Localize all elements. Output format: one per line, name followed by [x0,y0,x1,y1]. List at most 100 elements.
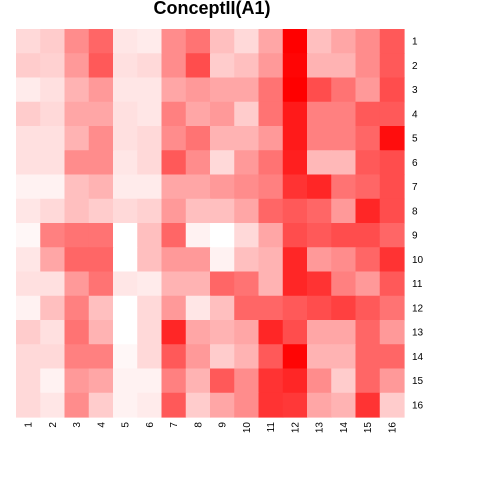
heatmap-cell-r16-c6 [137,392,163,418]
heatmap-cell-r7-c4 [88,174,114,200]
heatmap-cell-r11-c10 [234,271,260,297]
heatmap-cell-r2-c15 [355,53,381,79]
heatmap-cell-r16-c15 [355,392,381,418]
heatmap-cell-r4-c7 [161,101,187,127]
heatmap-cell-r6-c16 [379,150,405,176]
heatmap-cell-r5-c7 [161,126,187,151]
heatmap-cell-r9-c11 [258,223,284,248]
heatmap-cell-r2-c14 [331,53,357,79]
heatmap-cell-r11-c5 [113,271,138,297]
heatmap-cell-r6-c1 [16,150,41,176]
heatmap-cell-r15-c16 [379,368,405,394]
heatmap-cell-r3-c13 [307,77,332,103]
heatmap-cell-r14-c3 [64,344,90,370]
heatmap-cell-r12-c14 [331,295,357,321]
heatmap-cell-r11-c8 [185,271,211,297]
heatmap-cell-r12-c13 [307,295,332,321]
heatmap-cell-r1-c16 [379,29,405,54]
heatmap-cell-r12-c11 [258,295,284,321]
heatmap-cell-r15-c13 [307,368,332,394]
heatmap-cell-r15-c10 [234,368,260,394]
heatmap-cell-r6-c13 [307,150,332,176]
heatmap-cell-r5-c15 [355,126,381,151]
heatmap-cell-r5-c1 [16,126,41,151]
heatmap-cell-r5-c4 [88,126,114,151]
y-tick-label: 15 [412,376,424,387]
heatmap-cell-r13-c8 [185,320,211,345]
heatmap-cell-r14-c10 [234,344,260,370]
x-tick-label: 12 [290,422,301,434]
heatmap-cell-r4-c15 [355,101,381,127]
x-tick-label: 13 [315,422,326,434]
heatmap-cell-r2-c7 [161,53,187,79]
heatmap-cell-r3-c4 [88,77,114,103]
heatmap-cell-r1-c10 [234,29,260,54]
heatmap-cell-r9-c4 [88,223,114,248]
heatmap-cell-r7-c1 [16,174,41,200]
heatmap-cell-r1-c7 [161,29,187,54]
x-tick-label: 4 [96,422,107,428]
heatmap-cell-r9-c1 [16,223,41,248]
heatmap-cell-r12-c1 [16,295,41,321]
heatmap-cell-r6-c11 [258,150,284,176]
heatmap-cell-r16-c5 [113,392,138,418]
heatmap-cell-r8-c1 [16,198,41,224]
heatmap-cell-r13-c9 [210,320,235,345]
heatmap-cell-r10-c10 [234,247,260,273]
x-tick-label: 14 [339,422,350,434]
heatmap-cell-r1-c11 [258,29,284,54]
heatmap-cell-r9-c16 [379,223,405,248]
heatmap-cell-r3-c10 [234,77,260,103]
heatmap-cell-r12-c9 [210,295,235,321]
heatmap-cell-r15-c1 [16,368,41,394]
heatmap-cell-r11-c11 [258,271,284,297]
heatmap-cell-r9-c13 [307,223,332,248]
heatmap-cell-r8-c7 [161,198,187,224]
x-tick-label: 5 [121,422,132,428]
heatmap-cell-r6-c15 [355,150,381,176]
heatmap-cell-r1-c13 [307,29,332,54]
heatmap-cell-r14-c8 [185,344,211,370]
y-tick-label: 2 [412,61,418,72]
heatmap-cell-r2-c11 [258,53,284,79]
heatmap-cell-r8-c16 [379,198,405,224]
heatmap-cell-r10-c9 [210,247,235,273]
heatmap-cell-r1-c3 [64,29,90,54]
heatmap-cell-r3-c1 [16,77,41,103]
heatmap-cell-r5-c3 [64,126,90,151]
heatmap-cell-r9-c12 [282,223,308,248]
heatmap-cell-r13-c2 [40,320,66,345]
heatmap-cell-r13-c16 [379,320,405,345]
heatmap-cell-r11-c12 [282,271,308,297]
heatmap-cell-r15-c15 [355,368,381,394]
heatmap-cell-r11-c16 [379,271,405,297]
y-tick-label: 7 [412,182,418,193]
y-tick-label: 16 [412,400,424,411]
heatmap-cell-r4-c10 [234,101,260,127]
heatmap-cell-r11-c1 [16,271,41,297]
y-tick-label: 8 [412,206,418,217]
heatmap-cell-r6-c12 [282,150,308,176]
heatmap-cell-r3-c9 [210,77,235,103]
heatmap-cell-r13-c13 [307,320,332,345]
heatmap-cell-r5-c11 [258,126,284,151]
heatmap-cell-r16-c7 [161,392,187,418]
heatmap-cell-r5-c6 [137,126,163,151]
heatmap-cell-r9-c7 [161,223,187,248]
heatmap-cell-r2-c2 [40,53,66,79]
heatmap-cell-r4-c5 [113,101,138,127]
heatmap-cell-r15-c7 [161,368,187,394]
y-tick-label: 4 [412,109,418,120]
y-tick-label: 12 [412,303,424,314]
heatmap-cell-r5-c8 [185,126,211,151]
heatmap-cell-r15-c8 [185,368,211,394]
x-tick-label: 3 [72,422,83,428]
heatmap-cell-r1-c4 [88,29,114,54]
heatmap-cell-r2-c12 [282,53,308,79]
heatmap-cell-r5-c10 [234,126,260,151]
heatmap-cell-r10-c4 [88,247,114,273]
heatmap-cell-r10-c1 [16,247,41,273]
heatmap-cell-r9-c8 [185,223,211,248]
heatmap-cell-r7-c5 [113,174,138,200]
heatmap-cell-r5-c16 [379,126,405,151]
